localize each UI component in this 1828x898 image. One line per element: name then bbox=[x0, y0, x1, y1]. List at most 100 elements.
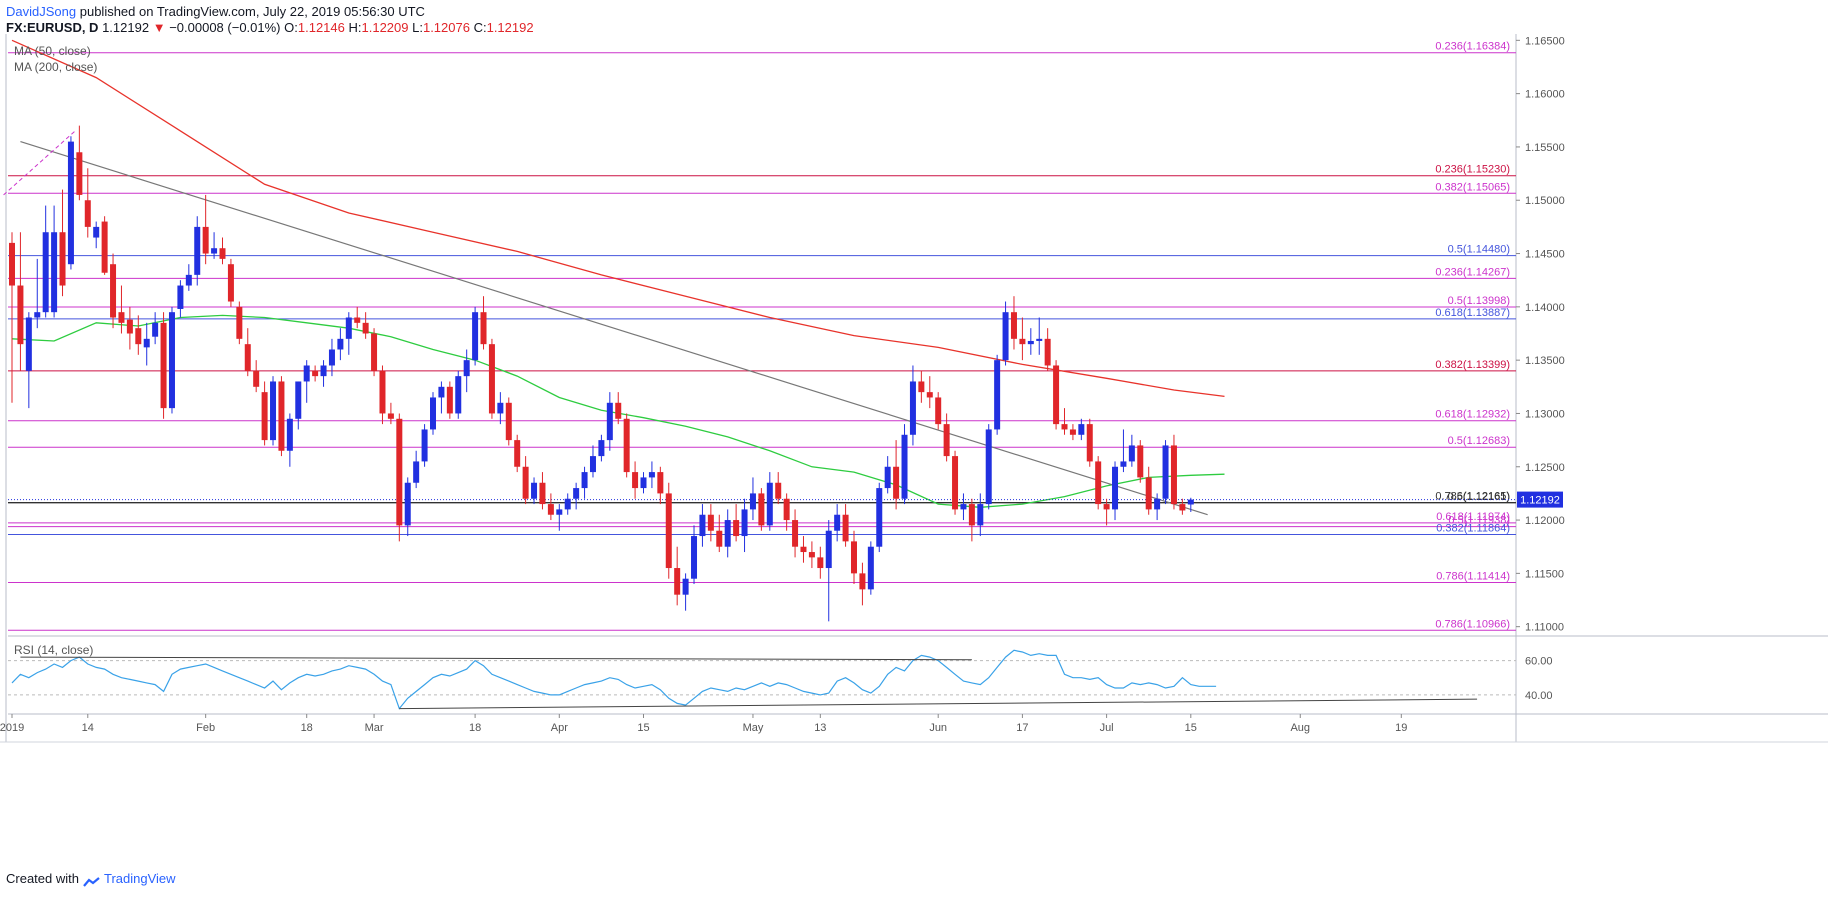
candle-up[interactable] bbox=[724, 520, 731, 547]
candle-up[interactable] bbox=[1036, 338, 1043, 341]
candle-down[interactable] bbox=[1170, 445, 1177, 505]
candle-up[interactable] bbox=[556, 509, 563, 515]
candle-up[interactable] bbox=[825, 530, 832, 569]
candle-up[interactable] bbox=[328, 349, 335, 366]
candle-up[interactable] bbox=[977, 504, 984, 526]
candle-down[interactable] bbox=[851, 541, 857, 574]
candle-up[interactable] bbox=[1112, 466, 1119, 510]
candle-up[interactable] bbox=[337, 338, 344, 350]
candle-up[interactable] bbox=[884, 466, 891, 489]
candle-up[interactable] bbox=[589, 456, 596, 473]
candle-up[interactable] bbox=[876, 488, 883, 547]
candle-down[interactable] bbox=[387, 413, 394, 419]
candle-down[interactable] bbox=[733, 520, 740, 537]
candle-down[interactable] bbox=[539, 482, 546, 505]
trendline[interactable] bbox=[20, 141, 1208, 516]
candle-down[interactable] bbox=[9, 242, 15, 286]
candle-up[interactable] bbox=[51, 232, 58, 313]
candle-up[interactable] bbox=[152, 322, 159, 337]
candle-down[interactable] bbox=[202, 226, 209, 254]
ma200-legend[interactable]: MA (200, close) bbox=[14, 60, 98, 74]
candle-down[interactable] bbox=[1179, 504, 1186, 511]
candle-up[interactable] bbox=[1154, 498, 1161, 510]
candle-down[interactable] bbox=[76, 152, 83, 195]
candle-up[interactable] bbox=[901, 434, 908, 499]
fib-extension-dashed-line[interactable] bbox=[3, 130, 76, 196]
candle-down[interactable] bbox=[110, 264, 117, 318]
candle-down[interactable] bbox=[665, 493, 672, 569]
candle-down[interactable] bbox=[1061, 424, 1068, 430]
candle-up[interactable] bbox=[1162, 445, 1169, 499]
candle-up[interactable] bbox=[741, 509, 748, 537]
candle-up[interactable] bbox=[143, 338, 150, 348]
candle-up[interactable] bbox=[472, 312, 479, 361]
candle-up[interactable] bbox=[581, 472, 588, 489]
candle-down[interactable] bbox=[396, 418, 403, 526]
candle-down[interactable] bbox=[312, 370, 319, 377]
candle-down[interactable] bbox=[783, 498, 790, 521]
candle-down[interactable] bbox=[371, 333, 378, 371]
candle-up[interactable] bbox=[573, 488, 580, 499]
candle-down[interactable] bbox=[758, 493, 765, 526]
candle-up[interactable] bbox=[531, 482, 538, 499]
candle-down[interactable] bbox=[775, 482, 782, 499]
candle-down[interactable] bbox=[800, 546, 807, 553]
candle-up[interactable] bbox=[648, 472, 655, 478]
candle-up[interactable] bbox=[985, 429, 992, 505]
rsi-legend[interactable]: RSI (14, close) bbox=[14, 643, 94, 657]
candle-up[interactable] bbox=[194, 226, 201, 275]
candle-up[interactable] bbox=[691, 536, 698, 579]
candle-up[interactable] bbox=[960, 504, 967, 510]
candle-down[interactable] bbox=[227, 264, 234, 302]
candle-down[interactable] bbox=[1010, 312, 1017, 339]
candle-up[interactable] bbox=[320, 365, 327, 377]
candle-up[interactable] bbox=[42, 232, 49, 313]
candle-down[interactable] bbox=[522, 466, 529, 499]
candle-down[interactable] bbox=[859, 573, 866, 590]
candle-down[interactable] bbox=[1145, 477, 1152, 510]
candle-down[interactable] bbox=[716, 530, 723, 547]
candle-up[interactable] bbox=[909, 381, 916, 435]
candle-down[interactable] bbox=[1103, 504, 1110, 510]
candle-up[interactable] bbox=[413, 461, 420, 483]
candle-down[interactable] bbox=[236, 306, 243, 339]
candle-up[interactable] bbox=[455, 376, 462, 414]
rsi-resistance-line[interactable] bbox=[20, 656, 972, 661]
rsi-line[interactable] bbox=[11, 649, 1217, 710]
candle-up[interactable] bbox=[404, 482, 411, 526]
candle-down[interactable] bbox=[615, 402, 622, 419]
candle-up[interactable] bbox=[598, 440, 605, 457]
candle-up[interactable] bbox=[1078, 424, 1085, 435]
candle-down[interactable] bbox=[952, 456, 959, 510]
candle-down[interactable] bbox=[1044, 338, 1051, 366]
candle-down[interactable] bbox=[808, 552, 815, 558]
candle-up[interactable] bbox=[430, 397, 436, 430]
candle-down[interactable] bbox=[84, 200, 91, 227]
candle-down[interactable] bbox=[219, 248, 226, 259]
candle-up[interactable] bbox=[564, 498, 571, 510]
candle-up[interactable] bbox=[1187, 499, 1194, 505]
candle-up[interactable] bbox=[303, 365, 310, 382]
candle-down[interactable] bbox=[707, 514, 714, 531]
ma50-line[interactable] bbox=[11, 314, 1225, 508]
publisher-name[interactable]: DavidJSong bbox=[6, 4, 77, 19]
tradingview-brand[interactable]: TradingView bbox=[104, 871, 176, 886]
candle-down[interactable] bbox=[59, 232, 66, 286]
candle-up[interactable] bbox=[1128, 445, 1135, 462]
candle-down[interactable] bbox=[354, 317, 361, 323]
candle-down[interactable] bbox=[943, 424, 950, 457]
candle-up[interactable] bbox=[177, 285, 184, 309]
candle-up[interactable] bbox=[1120, 461, 1127, 467]
candle-down[interactable] bbox=[101, 221, 108, 273]
candle-up[interactable] bbox=[211, 248, 218, 254]
candle-up[interactable] bbox=[682, 578, 689, 595]
candle-up[interactable] bbox=[185, 274, 192, 286]
candle-down[interactable] bbox=[674, 568, 681, 595]
rsi-support-line[interactable] bbox=[399, 698, 1478, 710]
candle-up[interactable] bbox=[766, 482, 773, 526]
candle-down[interactable] bbox=[918, 381, 925, 393]
candle-down[interactable] bbox=[968, 504, 975, 526]
candle-down[interactable] bbox=[17, 285, 24, 345]
candle-up[interactable] bbox=[270, 381, 277, 441]
